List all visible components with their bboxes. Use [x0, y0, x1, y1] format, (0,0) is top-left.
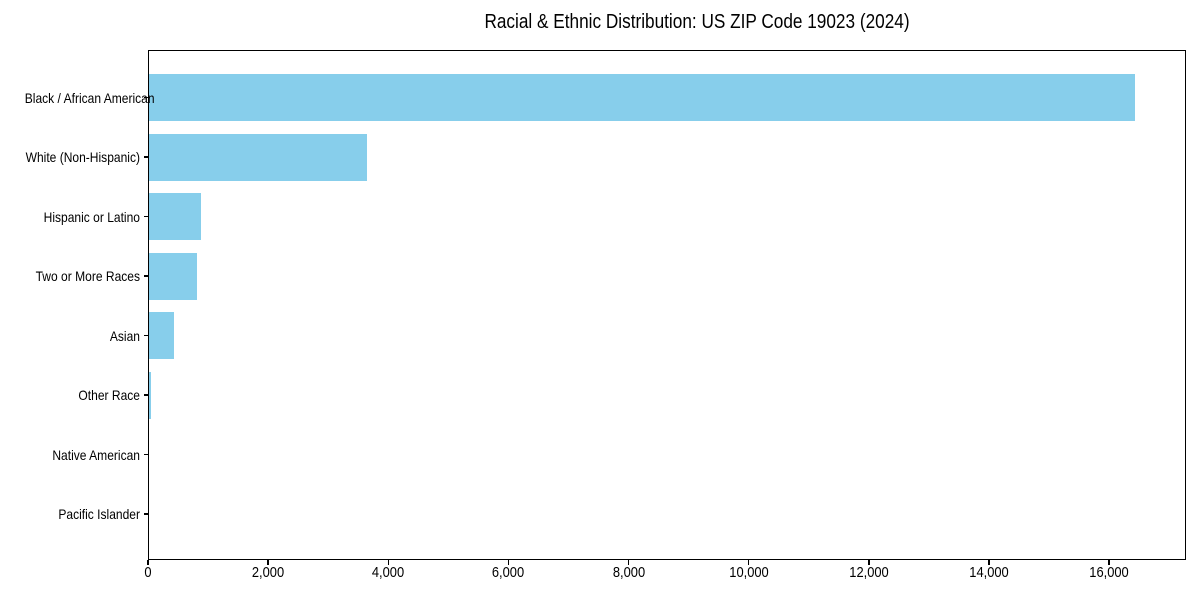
x-tick-label-2-000: 2,000 [251, 564, 285, 581]
x-tick-label-16-000: 16,000 [1089, 564, 1129, 581]
y-tick-mark [143, 215, 148, 218]
x-tick-label-6-000: 6,000 [492, 564, 525, 581]
y-axis-label-white-non-hispanic: White (Non-Hispanic) [25, 149, 140, 165]
x-tick-label-12-000: 12,000 [849, 564, 889, 581]
x-tick-mark [747, 560, 750, 565]
y-axis-label-pacific-islander: Pacific Islander [58, 506, 140, 522]
x-tick-mark [387, 560, 390, 565]
x-tick-mark [627, 560, 630, 565]
y-tick-mark [143, 96, 148, 99]
bar-hispanic-or-latino [148, 193, 202, 240]
x-tick-mark [1108, 560, 1110, 565]
y-axis-label-asian: Asian [109, 327, 140, 344]
x-tick-label-0: 0 [144, 564, 152, 581]
chart-title: Racial & Ethnic Distribution: US ZIP Cod… [484, 11, 910, 33]
y-tick-mark [143, 513, 148, 515]
x-tick-label-4-000: 4,000 [372, 564, 405, 581]
y-axis-label-other-race: Other Race [78, 387, 140, 403]
y-tick-mark [143, 453, 148, 456]
x-tick-label-14-000: 14,000 [969, 564, 1009, 581]
y-tick-mark [143, 394, 148, 396]
plot-area [148, 50, 1186, 560]
y-axis-label-black-african-american: Black / African American [24, 89, 155, 106]
bar-white-non-hispanic [148, 133, 367, 181]
x-tick-mark [267, 560, 269, 565]
y-tick-mark [143, 156, 148, 158]
x-tick-mark [868, 560, 870, 565]
y-tick-mark [143, 334, 148, 337]
y-axis-label-two-or-more-races: Two or More Races [35, 268, 140, 284]
bar-asian [148, 312, 175, 359]
y-tick-mark [143, 275, 148, 277]
bar-black-african-american [148, 74, 1135, 121]
x-tick-mark [147, 560, 149, 565]
x-tick-label-10-000: 10,000 [728, 564, 769, 581]
x-tick-label-8-000: 8,000 [612, 564, 645, 581]
x-tick-mark [507, 560, 510, 565]
y-axis-label-native-american: Native American [52, 446, 141, 463]
x-tick-mark [988, 560, 990, 565]
bar-other-race [148, 371, 152, 419]
y-axis-label-hispanic-or-latino: Hispanic or Latino [43, 208, 140, 225]
bar-two-or-more-races [148, 252, 197, 300]
